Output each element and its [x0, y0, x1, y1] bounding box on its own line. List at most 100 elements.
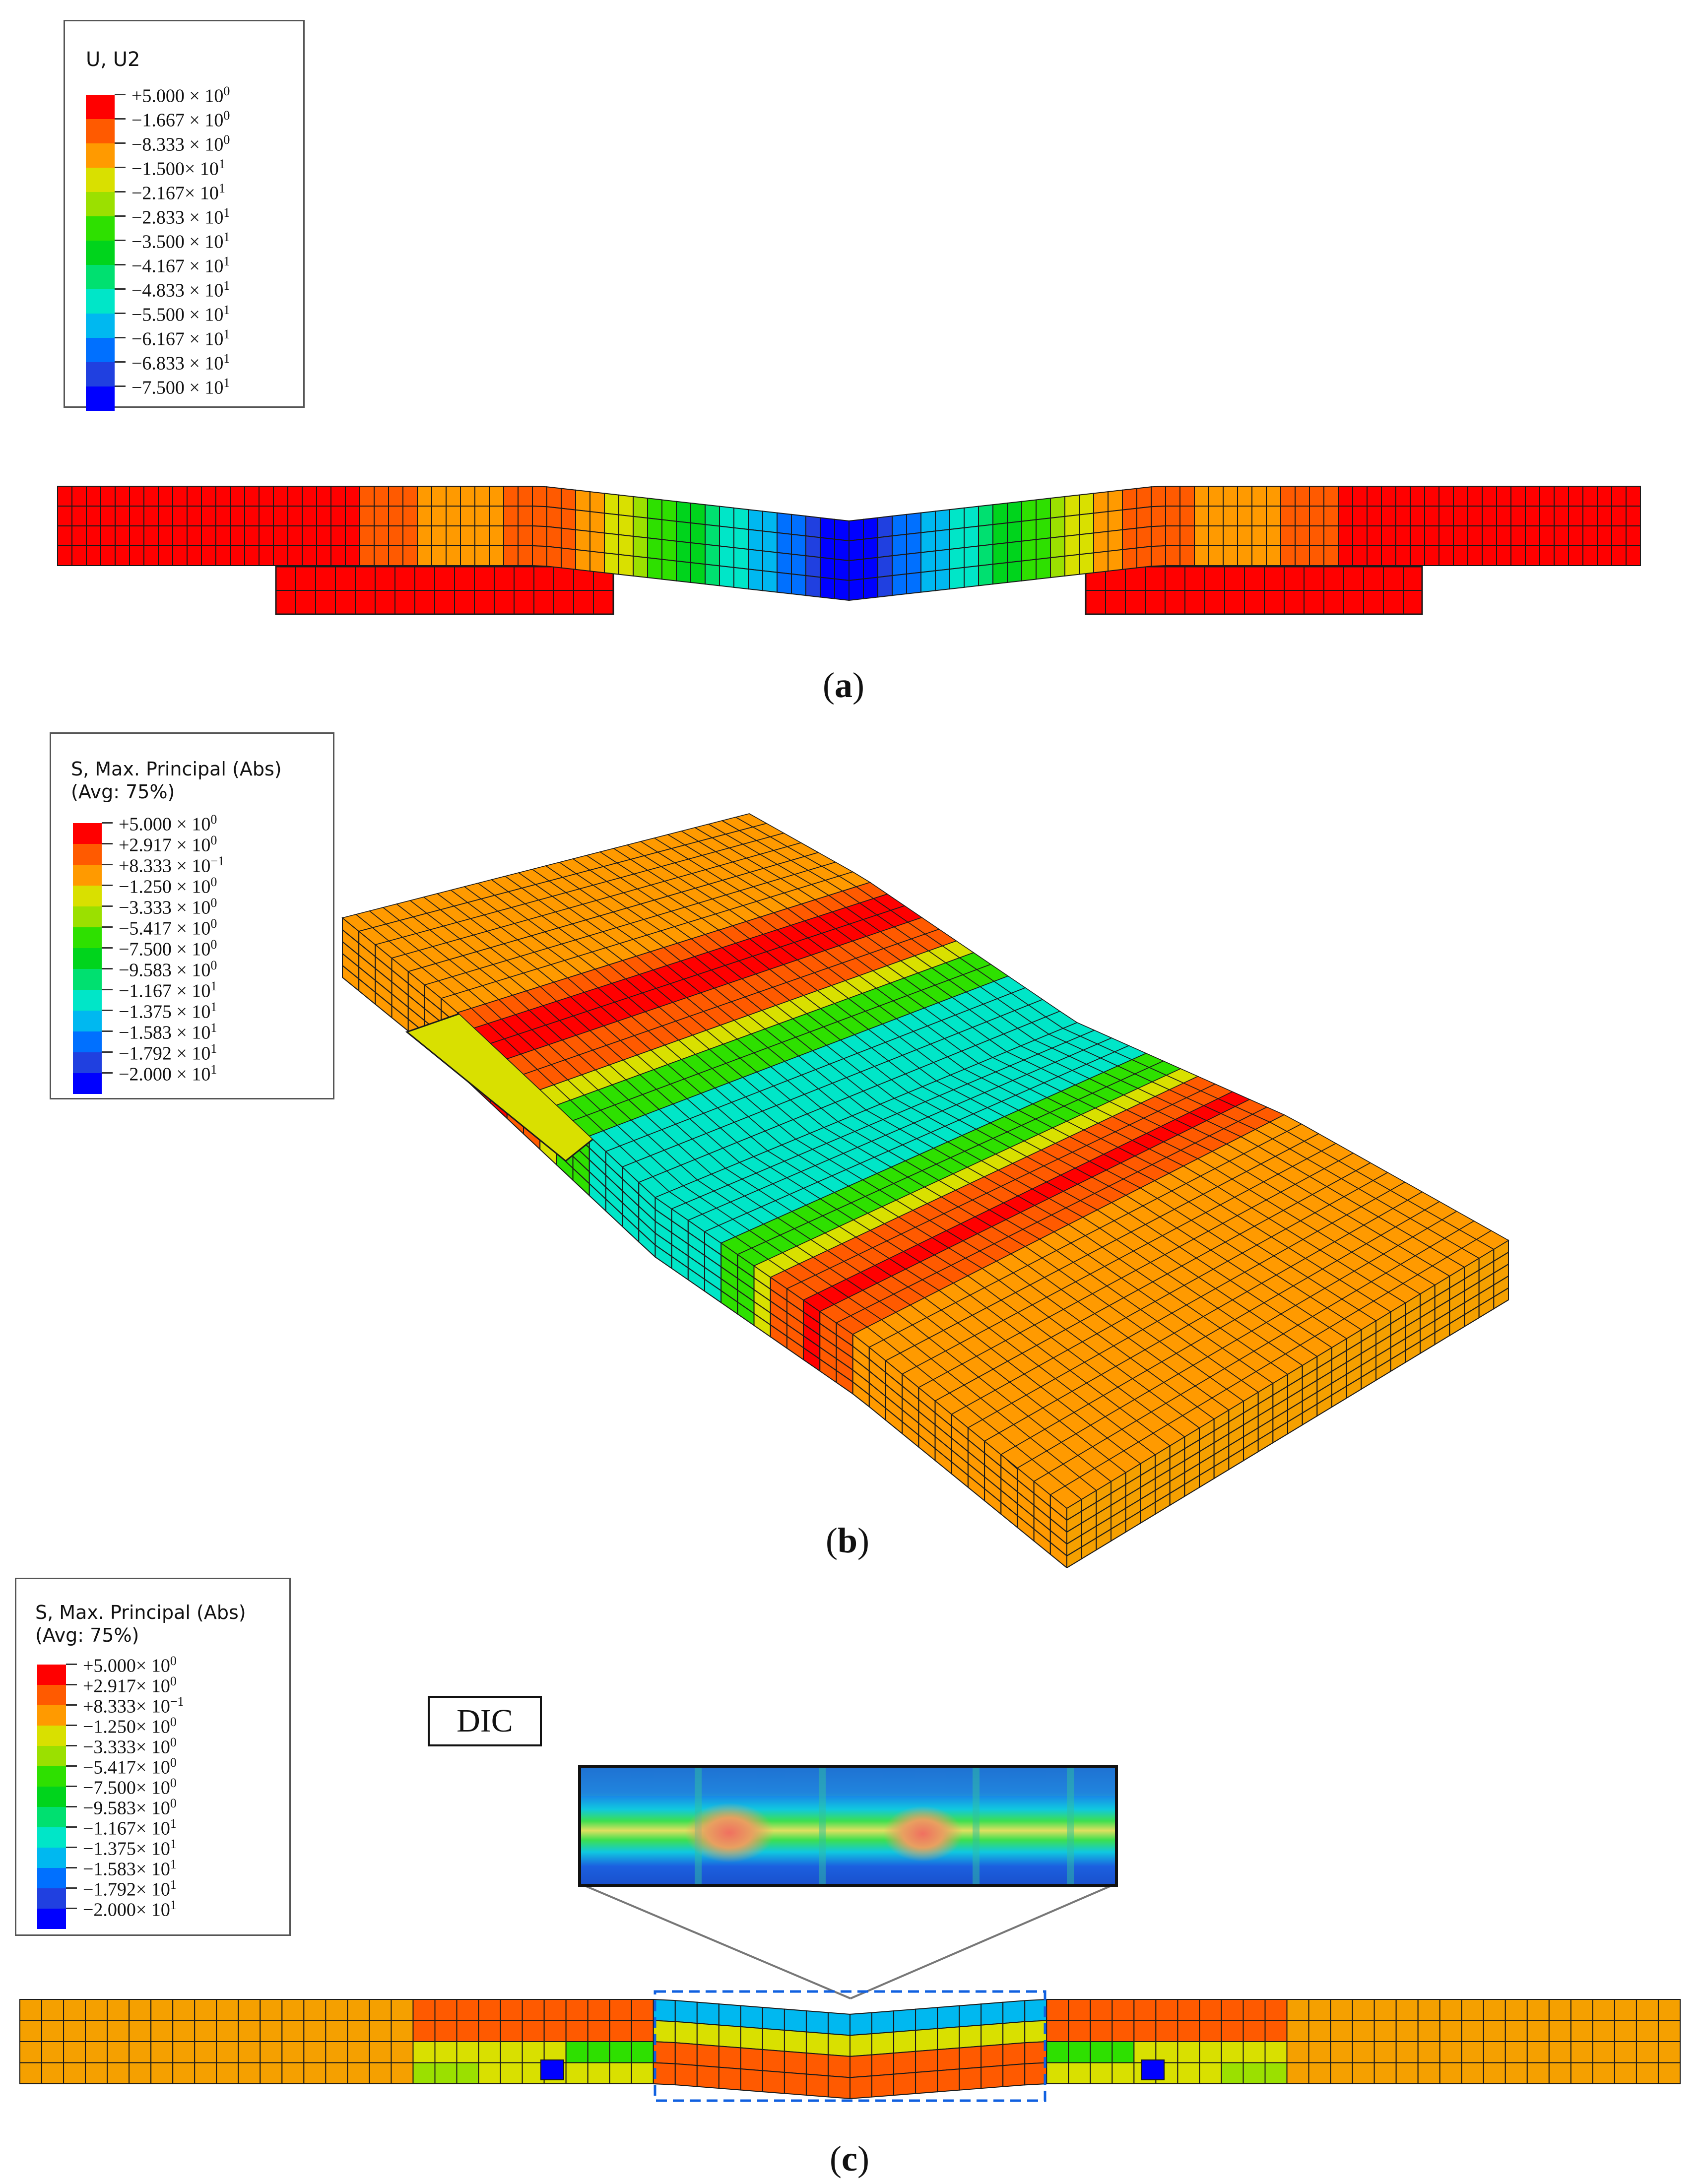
legend-tick — [115, 215, 126, 217]
mesh-element — [587, 2062, 610, 2084]
mesh-element — [238, 2062, 261, 2084]
mesh-element — [1112, 2020, 1135, 2042]
mesh-element — [959, 2024, 982, 2049]
mesh-element — [1002, 2042, 1026, 2066]
mesh-element — [609, 2062, 632, 2084]
legend-swatch — [73, 906, 102, 927]
mesh-element — [1002, 2000, 1026, 2024]
mesh-element — [1570, 2062, 1593, 2084]
mesh-element — [959, 2046, 982, 2070]
legend-tick — [115, 313, 126, 314]
mesh-element — [150, 2041, 174, 2063]
mesh-element — [1068, 1999, 1091, 2021]
mesh-element — [478, 1999, 501, 2021]
mesh-element — [260, 2020, 283, 2042]
mesh-element — [805, 2010, 829, 2035]
mesh-element — [871, 2031, 895, 2056]
mesh-element — [653, 2041, 676, 2064]
mesh-element — [1373, 2041, 1397, 2063]
mesh-element — [1264, 2041, 1288, 2063]
mesh-element — [1046, 2041, 1069, 2063]
mesh-element — [1002, 2021, 1026, 2045]
mesh-element — [1635, 2041, 1659, 2063]
mesh-element — [216, 2062, 239, 2084]
mesh-element — [1308, 2020, 1331, 2042]
mesh-element — [1352, 2020, 1375, 2042]
mesh-element — [85, 2062, 108, 2084]
legend-label: −1.792 × 101 — [119, 1041, 217, 1064]
mesh-element — [129, 1999, 152, 2021]
mesh-element — [893, 2051, 916, 2075]
mesh-element — [1155, 2020, 1178, 2042]
legend-tick — [115, 191, 126, 193]
mesh-element — [434, 2020, 458, 2042]
legend-label: −2.000 × 101 — [119, 1062, 217, 1085]
legend-label: −1.375 × 101 — [119, 1000, 217, 1023]
legend-tick — [115, 288, 126, 290]
mesh-element — [609, 1999, 632, 2021]
mesh-element — [871, 2010, 895, 2035]
panel-a-label: (a) — [823, 665, 864, 705]
legend-swatch — [86, 289, 115, 314]
mesh-element — [1483, 1999, 1506, 2021]
mesh-element — [827, 2033, 850, 2057]
mesh-element — [216, 1999, 239, 2021]
mesh-element — [762, 2049, 785, 2073]
mesh-element — [1177, 2062, 1200, 2084]
mesh-element — [281, 2041, 305, 2063]
mesh-element — [1049, 1541, 1067, 1568]
mesh-element — [150, 2020, 174, 2042]
mesh-element — [172, 1999, 196, 2021]
legend-swatch — [86, 314, 115, 338]
legend-b: S, Max. Principal (Abs) (Avg: 75%) +5.00… — [50, 732, 334, 1099]
mesh-element — [565, 1999, 588, 2021]
mesh-element — [194, 2041, 217, 2063]
dic-photo — [578, 1765, 1118, 1887]
mesh-element — [653, 2062, 676, 2086]
mesh-element — [1526, 1999, 1550, 2021]
legend-label: −5.500 × 101 — [131, 303, 230, 325]
mesh-element — [129, 2041, 152, 2063]
mesh-element — [1090, 1999, 1113, 2021]
mesh-element — [1068, 2020, 1091, 2042]
mesh-element — [893, 2072, 916, 2096]
mesh-element — [369, 2062, 392, 2084]
mesh-element — [893, 2030, 916, 2054]
legend-swatch — [73, 865, 102, 886]
legend-tick — [115, 240, 126, 241]
mesh-element — [1526, 2062, 1550, 2084]
mesh-element — [565, 2041, 588, 2063]
legend-label: −4.833 × 101 — [131, 278, 230, 301]
mesh-element — [1308, 1999, 1331, 2021]
mesh-element — [41, 2020, 65, 2042]
mesh-element — [1330, 1999, 1353, 2021]
mesh-element — [959, 2003, 982, 2028]
mesh-element — [1264, 2062, 1288, 2084]
mesh-element — [500, 2041, 523, 2063]
mesh-element — [1504, 2020, 1528, 2042]
mesh-element — [1493, 1287, 1509, 1310]
mesh-element — [107, 1999, 130, 2021]
mesh-element — [1461, 2020, 1484, 2042]
mesh-element — [805, 2052, 829, 2077]
mesh-element — [1548, 1999, 1571, 2021]
mesh-element — [784, 2008, 807, 2033]
mesh-element — [1141, 2059, 1165, 2080]
mesh-element — [369, 1999, 392, 2021]
mesh-element — [1330, 2062, 1353, 2084]
mesh-element — [609, 2020, 632, 2042]
mesh-element — [1242, 2062, 1266, 2084]
mesh-element — [1024, 1998, 1047, 2022]
mesh-element — [740, 2068, 763, 2093]
legend-swatch — [73, 1011, 102, 1031]
legend-swatch — [73, 948, 102, 969]
mesh-element — [1308, 2062, 1331, 2084]
mesh-element — [1046, 2020, 1069, 2042]
mesh-element — [19, 2020, 43, 2042]
mesh-element — [172, 2041, 196, 2063]
mesh-element — [915, 2007, 938, 2031]
legend-swatch — [73, 823, 102, 844]
mesh-element — [1657, 2041, 1681, 2063]
legend-tick — [102, 1051, 113, 1053]
mesh-element — [587, 2041, 610, 2063]
